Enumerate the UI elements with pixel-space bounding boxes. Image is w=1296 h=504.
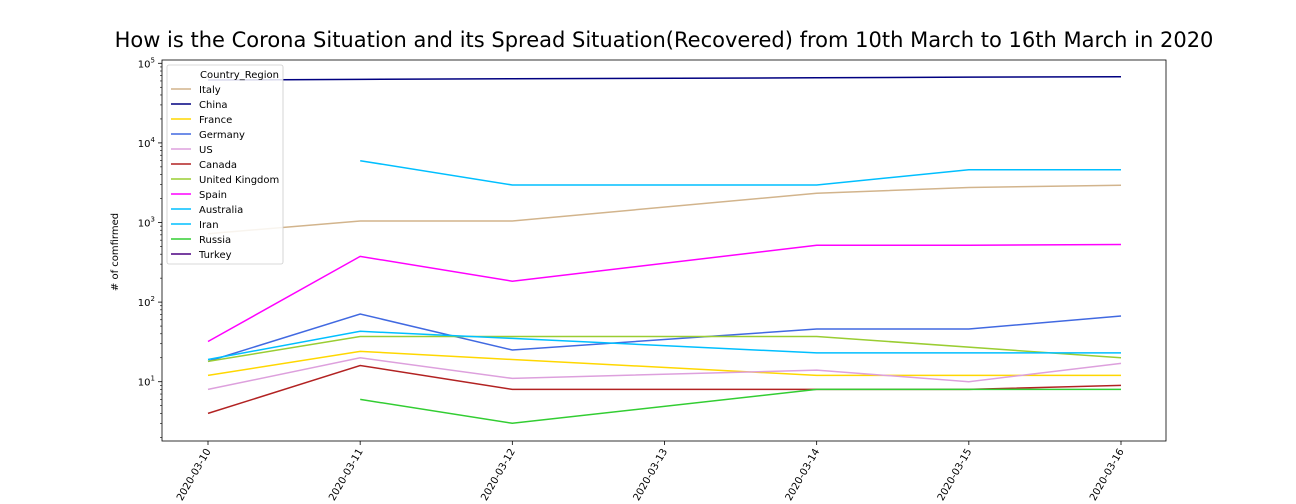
series-line-iran (360, 159, 1121, 186)
series-line-united-kingdom (207, 335, 1122, 363)
x-tick-label: 2020-03-13 (632, 447, 671, 503)
series-line-france (207, 350, 1121, 377)
legend-entry: Canada (199, 160, 237, 171)
x-tick-label: 2020-03-15 (936, 447, 975, 503)
x-tick-label: 2020-03-11 (327, 447, 366, 503)
legend-entry: Australia (199, 205, 243, 216)
legend-entry: Spain (199, 190, 227, 201)
legend-entry: Turkey (198, 250, 232, 261)
legend-box (166, 64, 284, 265)
chart-title: How is the Corona Situation and its Spre… (114, 28, 1214, 52)
y-axis: 101 102 103 104 105 (138, 56, 162, 438)
legend-entry: Italy (199, 85, 221, 96)
plot-area (161, 59, 1167, 442)
series-line-italy (207, 184, 1122, 235)
legend-entry: United Kingdom (199, 175, 279, 186)
legend-entry: Russia (199, 235, 231, 246)
series-line-russia (360, 388, 1121, 425)
y-tick-label: 101 (138, 375, 155, 389)
legend-entry: Germany (199, 130, 245, 141)
x-axis: 2020-03-10 2020-03-11 2020-03-12 2020-03-13… (175, 441, 1127, 503)
legend: Country_Region Italy China France Germany US C… (166, 64, 284, 265)
y-tick-label: 102 (138, 295, 155, 309)
y-tick-label: 105 (138, 56, 155, 70)
plot-frame (161, 59, 1167, 442)
y-axis-label: # of comfirmed (110, 213, 121, 291)
series-line-spain (207, 243, 1122, 343)
series-line-australia (207, 330, 1121, 361)
x-tick-label: 2020-03-12 (479, 447, 518, 503)
y-tick-label: 103 (138, 216, 155, 230)
x-tick-label: 2020-03-16 (1088, 447, 1127, 503)
legend-entry: US (199, 145, 213, 156)
legend-entry: Iran (199, 220, 219, 231)
series-line-us (207, 357, 1122, 391)
legend-title: Country_Region (200, 70, 279, 81)
x-tick-label: 2020-03-14 (784, 447, 823, 503)
y-tick-label: 104 (138, 136, 156, 150)
legend-entry: China (199, 100, 228, 111)
legend-entry: France (199, 115, 232, 126)
series-line-china (207, 75, 1122, 81)
series-line-germany (207, 313, 1122, 363)
x-tick-label: 2020-03-10 (175, 447, 214, 503)
